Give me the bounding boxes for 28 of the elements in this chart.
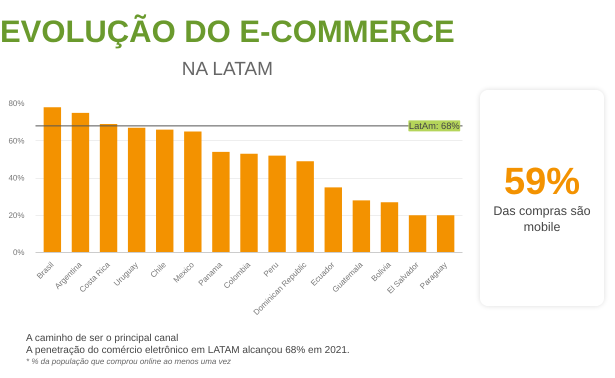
y-tick-label: 60% xyxy=(8,136,25,146)
y-tick-label: 40% xyxy=(8,174,25,182)
bar xyxy=(184,131,202,252)
bar xyxy=(44,107,62,252)
text: 59% xyxy=(502,161,582,203)
bar xyxy=(268,156,286,252)
text: A caminho de ser o principal canal xyxy=(26,333,180,345)
bar xyxy=(212,152,230,252)
bar xyxy=(156,130,174,252)
chart-subtitle: NA LATAM xyxy=(180,58,274,82)
bar xyxy=(380,202,398,252)
y-tick-label: 80% xyxy=(8,99,25,108)
chart-title: EVOLUÇÃO DO E-COMMERCE xyxy=(0,14,455,50)
bar xyxy=(436,215,454,252)
y-tick-label: 20% xyxy=(8,210,25,220)
y-tick-label: 0% xyxy=(12,248,24,257)
bar xyxy=(296,161,314,252)
text: Das compras são mobile xyxy=(492,203,592,235)
bar xyxy=(240,154,258,252)
text: A penetração do comércio eletrônico em LATAM alcançou 68% em 2021. xyxy=(26,345,350,357)
bar xyxy=(128,128,146,252)
ref-line-label: LatAm: 68% xyxy=(408,120,460,131)
bar xyxy=(352,200,370,252)
text: * % da população que comprou online ao menos uma vez xyxy=(26,357,232,367)
bar xyxy=(72,112,90,252)
bar xyxy=(324,187,342,252)
bar xyxy=(408,215,426,252)
bar xyxy=(100,124,118,252)
